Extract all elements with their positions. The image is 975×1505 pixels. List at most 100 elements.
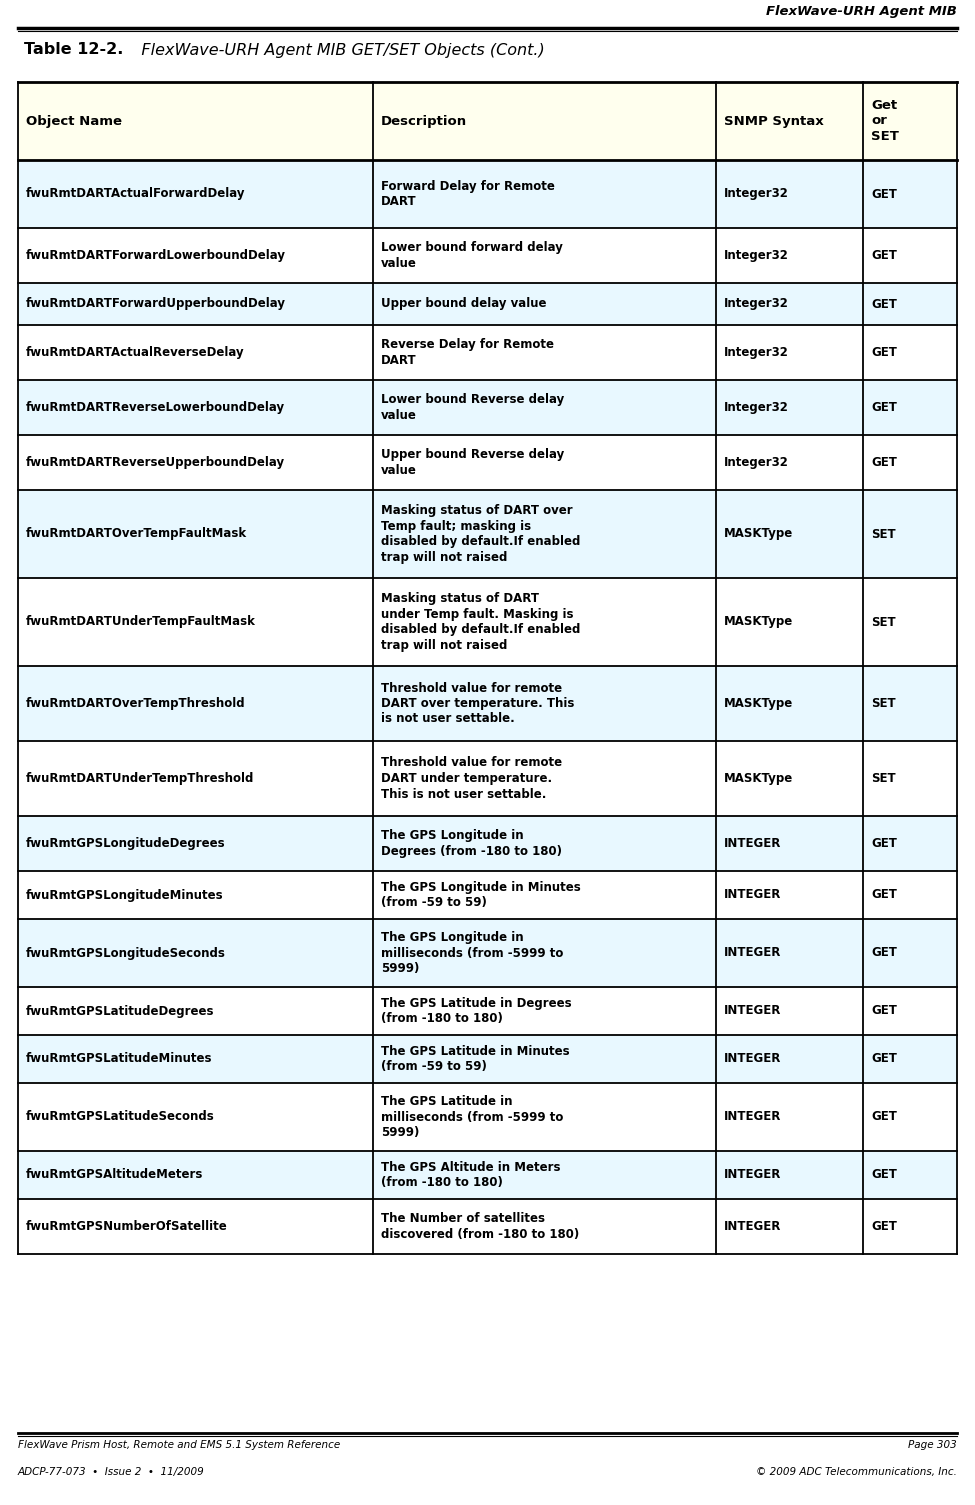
Text: Lower bound forward delay
value: Lower bound forward delay value <box>381 241 563 269</box>
Text: GET: GET <box>871 1168 897 1181</box>
Text: INTEGER: INTEGER <box>723 1221 781 1233</box>
Text: Threshold value for remote
DART over temperature. This
is not user settable.: Threshold value for remote DART over tem… <box>381 682 574 725</box>
Text: MASKType: MASKType <box>723 527 793 540</box>
Text: fwuRmtGPSLongitudeSeconds: fwuRmtGPSLongitudeSeconds <box>26 947 226 960</box>
Text: INTEGER: INTEGER <box>723 888 781 901</box>
Bar <box>18 81 957 160</box>
Text: Integer32: Integer32 <box>723 188 789 200</box>
Text: fwuRmtDARTReverseLowerboundDelay: fwuRmtDARTReverseLowerboundDelay <box>26 400 285 414</box>
Text: The GPS Longitude in Minutes
(from -59 to 59): The GPS Longitude in Minutes (from -59 t… <box>381 880 581 909</box>
Text: GET: GET <box>871 400 897 414</box>
Text: Integer32: Integer32 <box>723 456 789 470</box>
Text: SET: SET <box>871 697 896 710</box>
Text: Threshold value for remote
DART under temperature.
This is not user settable.: Threshold value for remote DART under te… <box>381 757 562 801</box>
Text: fwuRmtDARTOverTempThreshold: fwuRmtDARTOverTempThreshold <box>26 697 246 710</box>
Text: fwuRmtDARTUnderTempFaultMask: fwuRmtDARTUnderTempFaultMask <box>26 616 255 629</box>
Text: Upper bound Reverse delay
value: Upper bound Reverse delay value <box>381 448 565 477</box>
Text: Upper bound delay value: Upper bound delay value <box>381 298 546 310</box>
Text: fwuRmtDARTReverseUpperboundDelay: fwuRmtDARTReverseUpperboundDelay <box>26 456 285 470</box>
Text: fwuRmtGPSLatitudeMinutes: fwuRmtGPSLatitudeMinutes <box>26 1052 213 1066</box>
Text: Integer32: Integer32 <box>723 248 789 262</box>
Text: fwuRmtDARTForwardLowerboundDelay: fwuRmtDARTForwardLowerboundDelay <box>26 248 286 262</box>
Text: © 2009 ADC Telecommunications, Inc.: © 2009 ADC Telecommunications, Inc. <box>757 1467 957 1476</box>
Text: GET: GET <box>871 888 897 901</box>
Text: GET: GET <box>871 947 897 960</box>
Text: The GPS Latitude in Degrees
(from -180 to 180): The GPS Latitude in Degrees (from -180 t… <box>381 996 571 1025</box>
Bar <box>18 227 957 283</box>
Text: fwuRmtDARTActualReverseDelay: fwuRmtDARTActualReverseDelay <box>26 346 245 360</box>
Text: fwuRmtGPSLongitudeMinutes: fwuRmtGPSLongitudeMinutes <box>26 888 223 901</box>
Text: Masking status of DART over
Temp fault; masking is
disabled by default.If enable: Masking status of DART over Temp fault; … <box>381 504 580 564</box>
Text: GET: GET <box>871 456 897 470</box>
Text: The GPS Longitude in
milliseconds (from -5999 to
5999): The GPS Longitude in milliseconds (from … <box>381 932 564 975</box>
Text: FlexWave Prism Host, Remote and EMS 5.1 System Reference: FlexWave Prism Host, Remote and EMS 5.1 … <box>18 1440 340 1449</box>
Text: SET: SET <box>871 772 896 786</box>
Text: The GPS Longitude in
Degrees (from -180 to 180): The GPS Longitude in Degrees (from -180 … <box>381 829 562 858</box>
Bar <box>18 325 957 379</box>
Text: FlexWave-URH Agent MIB: FlexWave-URH Agent MIB <box>766 5 957 18</box>
Bar <box>18 1035 957 1084</box>
Text: MASKType: MASKType <box>723 772 793 786</box>
Text: fwuRmtGPSNumberOfSatellite: fwuRmtGPSNumberOfSatellite <box>26 1221 228 1233</box>
Text: fwuRmtGPSLongitudeDegrees: fwuRmtGPSLongitudeDegrees <box>26 837 225 850</box>
Text: Description: Description <box>381 114 467 128</box>
Text: GET: GET <box>871 1221 897 1233</box>
Text: GET: GET <box>871 1004 897 1017</box>
Text: SNMP Syntax: SNMP Syntax <box>723 114 824 128</box>
Text: Page 303: Page 303 <box>909 1440 957 1449</box>
Text: SET: SET <box>871 527 896 540</box>
Text: Masking status of DART
under Temp fault. Masking is
disabled by default.If enabl: Masking status of DART under Temp fault.… <box>381 593 580 652</box>
Text: Integer32: Integer32 <box>723 298 789 310</box>
Text: Object Name: Object Name <box>26 114 122 128</box>
Text: INTEGER: INTEGER <box>723 947 781 960</box>
Text: The GPS Altitude in Meters
(from -180 to 180): The GPS Altitude in Meters (from -180 to… <box>381 1160 561 1189</box>
Text: GET: GET <box>871 298 897 310</box>
Text: ADCP-77-073  •  Issue 2  •  11/2009: ADCP-77-073 • Issue 2 • 11/2009 <box>18 1467 205 1476</box>
Text: GET: GET <box>871 1052 897 1066</box>
Text: SET: SET <box>871 616 896 629</box>
Text: INTEGER: INTEGER <box>723 1111 781 1124</box>
Text: Reverse Delay for Remote
DART: Reverse Delay for Remote DART <box>381 339 554 367</box>
Text: fwuRmtDARTForwardUpperboundDelay: fwuRmtDARTForwardUpperboundDelay <box>26 298 286 310</box>
Text: GET: GET <box>871 248 897 262</box>
Text: Forward Delay for Remote
DART: Forward Delay for Remote DART <box>381 179 555 208</box>
Text: INTEGER: INTEGER <box>723 1168 781 1181</box>
Text: INTEGER: INTEGER <box>723 837 781 850</box>
Text: Table 12-2.: Table 12-2. <box>23 42 123 57</box>
Bar <box>18 578 957 667</box>
Text: GET: GET <box>871 837 897 850</box>
Bar <box>18 667 957 740</box>
Text: The GPS Latitude in Minutes
(from -59 to 59): The GPS Latitude in Minutes (from -59 to… <box>381 1044 569 1073</box>
Text: fwuRmtDARTOverTempFaultMask: fwuRmtDARTOverTempFaultMask <box>26 527 247 540</box>
Text: Get
or
SET: Get or SET <box>871 99 899 143</box>
Text: INTEGER: INTEGER <box>723 1052 781 1066</box>
Text: The GPS Latitude in
milliseconds (from -5999 to
5999): The GPS Latitude in milliseconds (from -… <box>381 1096 564 1139</box>
Bar <box>18 435 957 491</box>
Text: FlexWave-URH Agent MIB GET/SET Objects (Cont.): FlexWave-URH Agent MIB GET/SET Objects (… <box>126 42 545 57</box>
Text: fwuRmtDARTUnderTempThreshold: fwuRmtDARTUnderTempThreshold <box>26 772 254 786</box>
Bar <box>18 379 957 435</box>
Text: GET: GET <box>871 1111 897 1124</box>
Bar <box>18 871 957 920</box>
Bar <box>18 987 957 1035</box>
Text: Lower bound Reverse delay
value: Lower bound Reverse delay value <box>381 393 565 421</box>
Text: Integer32: Integer32 <box>723 346 789 360</box>
Text: fwuRmtDARTActualForwardDelay: fwuRmtDARTActualForwardDelay <box>26 188 246 200</box>
Text: fwuRmtGPSLatitudeSeconds: fwuRmtGPSLatitudeSeconds <box>26 1111 214 1124</box>
Bar <box>18 160 957 227</box>
Text: fwuRmtGPSAltitudeMeters: fwuRmtGPSAltitudeMeters <box>26 1168 204 1181</box>
Bar <box>18 816 957 871</box>
Bar <box>18 740 957 816</box>
Text: GET: GET <box>871 346 897 360</box>
Text: MASKType: MASKType <box>723 616 793 629</box>
Bar <box>18 1151 957 1199</box>
Text: GET: GET <box>871 188 897 200</box>
Text: Integer32: Integer32 <box>723 400 789 414</box>
Bar <box>18 1084 957 1151</box>
Text: The Number of satellites
discovered (from -180 to 180): The Number of satellites discovered (fro… <box>381 1212 579 1240</box>
Text: MASKType: MASKType <box>723 697 793 710</box>
Text: fwuRmtGPSLatitudeDegrees: fwuRmtGPSLatitudeDegrees <box>26 1004 214 1017</box>
Bar <box>18 491 957 578</box>
Bar <box>18 283 957 325</box>
Text: INTEGER: INTEGER <box>723 1004 781 1017</box>
